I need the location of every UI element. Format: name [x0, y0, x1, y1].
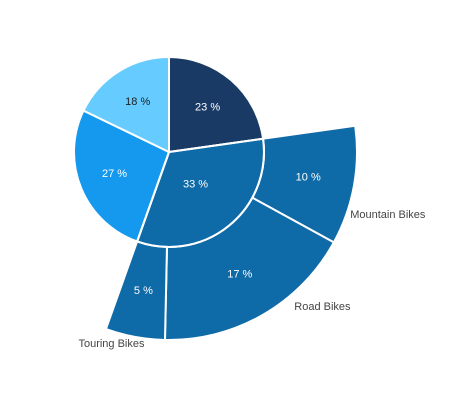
inner-slice-label-3: 27 %: [102, 168, 127, 180]
outer-slice-value-road-bikes: 17 %: [227, 268, 252, 280]
inner-slice-label-4: 18 %: [125, 96, 150, 108]
category-label-touring-bikes: Touring Bikes: [78, 338, 145, 350]
inner-slice-label-2: 33 %: [183, 178, 208, 190]
inner-slice-3[interactable]: [73, 109, 170, 243]
category-label-road-bikes: Road Bikes: [294, 301, 351, 313]
category-label-mountain-bikes: Mountain Bikes: [350, 209, 426, 221]
inner-slice-4[interactable]: [82, 56, 170, 153]
labels: 23 % 33 % 27 % 18 % 10 % 17 % 5 % Mountain Bike…: [78, 96, 425, 350]
inner-slice-label-1: 23 %: [195, 101, 220, 113]
inner-slice-1[interactable]: [168, 56, 265, 153]
outer-slice-value-mountain-bikes: 10 %: [296, 171, 321, 183]
inner-ring: [73, 56, 265, 248]
outer-slice-value-touring-bikes: 5 %: [134, 285, 153, 297]
expanded-slice-outline: [135, 137, 265, 248]
